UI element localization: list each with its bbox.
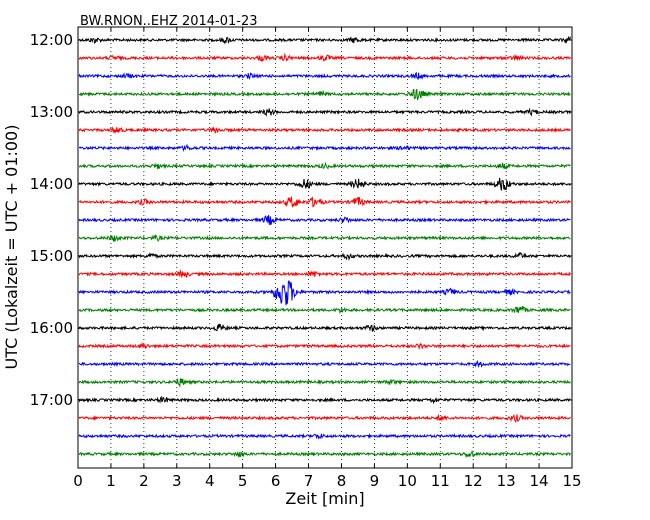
x-tick-label: 14	[530, 472, 549, 490]
x-tick-label: 9	[370, 472, 380, 490]
seismic-traces	[78, 35, 571, 459]
x-tick-label: 1	[106, 472, 116, 490]
y-axis-label: UTC (Lokalzeit = UTC + 01:00)	[2, 125, 21, 370]
trace-1645	[78, 378, 571, 388]
y-tick-label: 15:00	[30, 247, 73, 265]
x-tick-label: 13	[497, 472, 516, 490]
chart-title: BW.RNON..EHZ 2014-01-23	[80, 14, 258, 29]
trace-1315	[78, 126, 571, 134]
trace-1745	[78, 449, 571, 459]
x-tick-label: 8	[337, 472, 347, 490]
trace-1215	[78, 52, 571, 63]
trace-1500	[78, 251, 571, 261]
x-tick-label: 11	[431, 472, 450, 490]
trace-1630	[78, 359, 571, 368]
x-tick-label: 10	[398, 472, 417, 490]
y-tick-label: 13:00	[30, 103, 73, 121]
trace-1715	[78, 413, 571, 424]
x-tick-label: 0	[73, 472, 83, 490]
x-tick-label: 5	[238, 472, 248, 490]
trace-1515	[78, 268, 571, 279]
x-tick-label: 7	[304, 472, 314, 490]
trace-1345	[78, 161, 571, 171]
x-tick-label: 15	[562, 472, 581, 490]
x-tick-label: 3	[172, 472, 182, 490]
trace-1415	[78, 196, 571, 208]
trace-1230	[78, 71, 571, 81]
trace-1530	[78, 280, 571, 306]
trace-1445	[78, 234, 571, 242]
trace-1600	[78, 323, 571, 332]
x-tick-label: 6	[271, 472, 281, 490]
trace-1200	[78, 35, 571, 45]
x-tick-label: 2	[139, 472, 149, 490]
trace-1545	[78, 306, 571, 314]
plot-frame	[77, 26, 573, 469]
trace-1700	[78, 395, 571, 405]
y-tick-label: 17:00	[30, 391, 73, 409]
y-tick-label: 16:00	[30, 319, 73, 337]
trace-1330	[78, 143, 571, 152]
trace-1300	[78, 107, 571, 118]
x-tick-label: 4	[205, 472, 215, 490]
x-axis-label: Zeit [min]	[285, 489, 364, 508]
y-tick-label: 14:00	[30, 175, 73, 193]
trace-1400	[78, 177, 571, 191]
y-tick-label: 12:00	[30, 31, 73, 49]
trace-1245	[78, 88, 571, 101]
y-axis-ticks: 12:00 13:00 14:00 15:00 16:00 17:00	[30, 31, 572, 409]
trace-1430	[78, 214, 571, 226]
grid-lines	[110, 27, 540, 468]
trace-1730	[78, 432, 571, 440]
x-tick-label: 12	[464, 472, 483, 490]
trace-1615	[78, 342, 571, 350]
x-axis-ticks: 0 1 2 3 4 5 6 7 8 9 10 11 12 13 14 15	[73, 27, 582, 490]
